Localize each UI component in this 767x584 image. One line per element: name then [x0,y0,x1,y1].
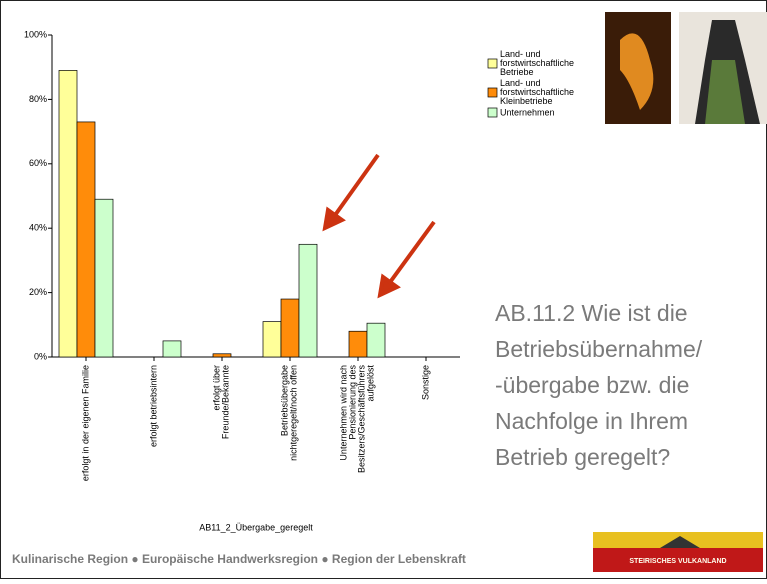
x-tick-group: erfolgt betriebsintern [148,365,158,447]
y-tick-label: 20% [29,287,47,297]
arrow [333,155,378,218]
bar [281,299,299,357]
legend-swatch [488,88,497,97]
x-tick-label: Unternehmen wird nachPensionierung desBe… [339,365,376,474]
x-tick-label: erfolgt betriebsintern [148,365,158,447]
bar [95,199,113,357]
bar [299,244,317,357]
y-tick-label: 0% [34,351,47,361]
arrow-head [380,277,397,295]
y-tick-label: 40% [29,223,47,233]
x-axis-label: AB11_2_Übergabe_geregelt [199,522,313,532]
x-tick-label: erfolgt überFreunde/Bekannte [212,365,231,439]
bar [77,122,95,357]
legend-swatch [488,108,497,117]
x-tick-group: erfolgt überFreunde/Bekannte [212,365,231,439]
x-tick-group: erfolgt in der eigenen Familie [80,365,90,481]
legend-label: Unternehmen [500,107,555,117]
x-tick-group: Unternehmen wird nachPensionierung desBe… [339,365,376,474]
x-tick-label: erfolgt in der eigenen Familie [80,365,90,481]
logo-text: STEIRISCHES VULKANLAND [629,558,726,565]
slide: AB.11.2 Wie ist dieBetriebsübernahme/-üb… [0,0,767,579]
y-tick-label: 80% [29,94,47,104]
bar [163,341,181,357]
footer: Kulinarische Region ● Europäische Handwe… [12,552,466,566]
y-tick-label: 60% [29,158,47,168]
y-tick-label: 100% [24,29,47,39]
bar [349,331,367,357]
bar [263,322,281,357]
arrow-head [325,210,342,228]
bar [213,354,231,357]
page: {"chart_data": {"type": "bar", "categori… [0,0,767,579]
bar [367,323,385,357]
arrows [325,155,434,295]
bar [59,70,77,357]
x-tick-label: Betriebsübergabenichtgeregelt/noch offen [280,365,299,461]
x-tick-group: Betriebsübergabenichtgeregelt/noch offen [280,365,299,461]
x-tick-group: Sonstige [420,365,430,400]
legend-swatch [488,59,497,68]
arrow [388,222,434,285]
x-tick-label: Sonstige [420,365,430,400]
